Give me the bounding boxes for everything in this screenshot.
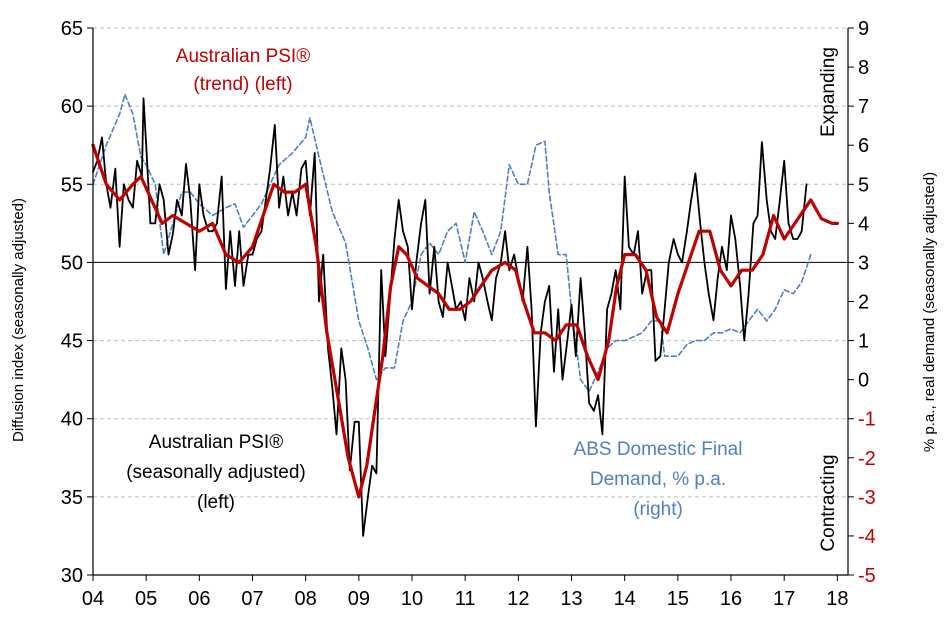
right-axis-title: % p.a., real demand (seasonally adjusted…: [921, 172, 938, 452]
x-tick-label: 17: [773, 588, 795, 610]
right-tick-label: 3: [858, 252, 869, 274]
annotation-trend: Australian PSI® (trend) (left): [176, 46, 310, 95]
x-tick-label: 12: [507, 588, 529, 610]
x-tick-label: 11: [455, 588, 476, 610]
left-tick-label: 60: [61, 96, 83, 118]
annotation-trend-line2: (trend) (left): [193, 74, 292, 95]
annotation-abs-line2: Demand, % p.a.: [590, 469, 726, 490]
series-psi-trend: [91, 143, 840, 499]
right-tick-label: 5: [858, 174, 869, 196]
annotation-abs-line1: ABS Domestic Final: [574, 439, 743, 460]
left-tick-label: 30: [61, 565, 83, 587]
x-tick-label: 09: [348, 588, 370, 610]
x-tick-label: 05: [135, 588, 157, 610]
annotation-abs-line3: (right): [633, 499, 683, 520]
x-tick-label: 13: [560, 588, 582, 610]
series-psi-seasonally-adjusted: [92, 97, 808, 537]
gridlines: [93, 27, 848, 498]
right-tick-label: -3: [858, 487, 876, 509]
right-tick-label: 1: [858, 331, 869, 353]
left-tick-label: 45: [61, 331, 83, 353]
right-tick-label: -4: [858, 526, 876, 548]
left-axis-title: Diffusion index (seasonally adjusted): [10, 198, 27, 442]
right-tick-label: 7: [858, 96, 869, 118]
x-tick-label: 14: [614, 588, 636, 610]
left-tick-label: 50: [61, 252, 83, 274]
right-tick-label: 0: [858, 370, 869, 392]
x-tick-label: 07: [241, 588, 263, 610]
left-tick-label: 35: [61, 487, 83, 509]
right-tick-label: -1: [858, 409, 876, 431]
expanding-label: Expanding: [818, 47, 839, 137]
right-tick-label: -5: [858, 565, 876, 587]
x-tick-label: 18: [826, 588, 848, 610]
x-tick-label: 10: [401, 588, 423, 610]
left-tick-label: 40: [61, 409, 83, 431]
x-tick-label: 16: [720, 588, 742, 610]
left-tick-label: 55: [61, 174, 83, 196]
axes: [87, 27, 854, 581]
annotation-sa-line3: (left): [197, 492, 235, 513]
left-tick-label: 65: [61, 18, 83, 40]
x-tick-label: 04: [82, 588, 104, 610]
series-lines: [91, 93, 840, 537]
right-tick-label: 4: [858, 213, 869, 235]
contracting-label: Contracting: [818, 454, 839, 551]
series-abs-domestic-demand: [92, 93, 812, 393]
right-tick-label: 6: [858, 135, 869, 157]
annotation-abs: ABS Domestic Final Demand, % p.a. (right…: [574, 439, 743, 520]
annotation-sa: Australian PSI® (seasonally adjusted) (l…: [126, 432, 306, 513]
right-tick-label: 8: [858, 57, 869, 79]
x-tick-label: 08: [295, 588, 317, 610]
annotation-sa-line1: Australian PSI®: [149, 432, 283, 453]
right-tick-label: -2: [858, 448, 876, 470]
annotation-trend-line1: Australian PSI®: [176, 46, 310, 67]
right-tick-label: 9: [858, 18, 869, 40]
x-tick-label: 15: [667, 588, 689, 610]
x-tick-label: 06: [188, 588, 210, 610]
annotation-sa-line2: (seasonally adjusted): [126, 462, 306, 483]
right-tick-label: 2: [858, 292, 869, 314]
